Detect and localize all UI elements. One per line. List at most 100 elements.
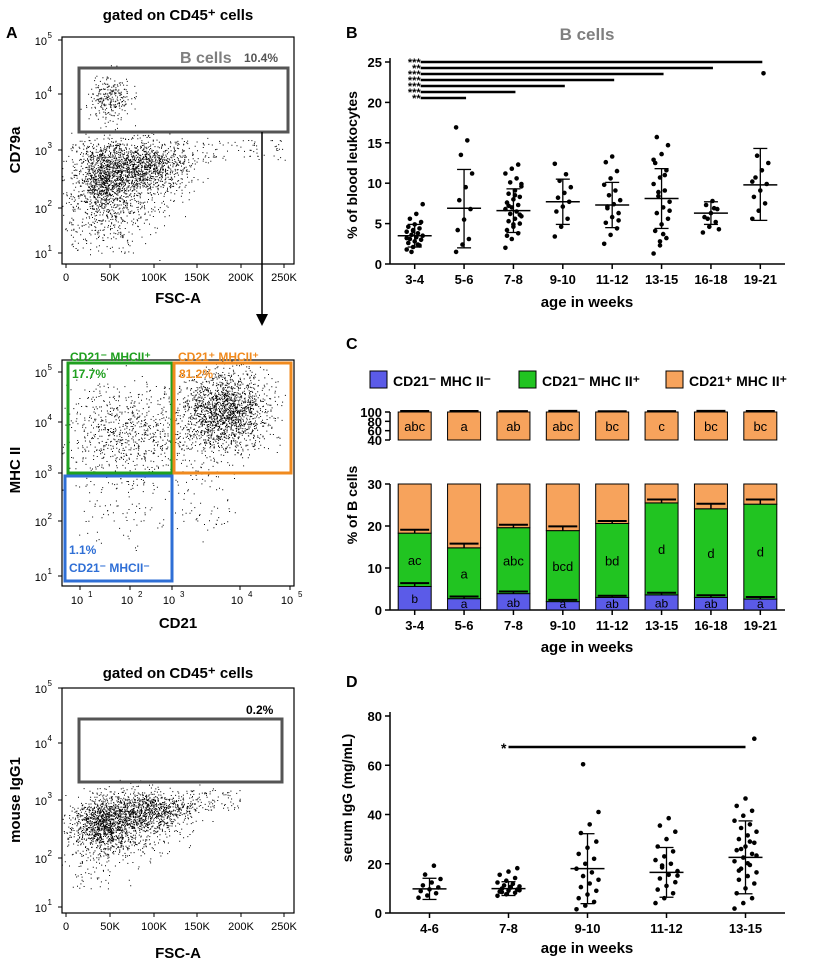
data-point: [613, 188, 618, 193]
data-point: [591, 856, 597, 862]
data-point: [736, 836, 742, 842]
bar-cd21pos-mhcpos-upper: [496, 411, 531, 441]
events-low: [72, 841, 111, 890]
y-tick-label: 15: [368, 136, 382, 151]
data-point: [603, 159, 609, 165]
cd21pos-mhcpos-gate[interactable]: [172, 361, 293, 475]
chart-d-ylabel: serum IgG (mg/mL): [339, 734, 355, 862]
data-point: [409, 232, 414, 238]
q-blue-label: CD21⁻ MHCII⁻: [69, 561, 150, 575]
y-tick-label: 80: [368, 414, 382, 429]
x-tick-label: 16-18: [694, 618, 727, 633]
b-cell-gate[interactable]: [77, 66, 290, 134]
data-point: [468, 206, 473, 212]
y-tick-label: 10: [35, 146, 47, 158]
data-point: [754, 153, 760, 158]
data-point: [554, 209, 559, 214]
panel-letter-c: C: [346, 336, 358, 353]
data-point: [512, 890, 518, 896]
data-point: [745, 833, 750, 838]
data-point: [587, 881, 592, 886]
data-point: [580, 873, 586, 879]
data-point: [749, 851, 755, 857]
data-point: [594, 839, 599, 844]
cd21neg-mhcpos-gate[interactable]: [66, 361, 174, 475]
data-point: [753, 175, 758, 180]
igg1-gate[interactable]: [77, 717, 284, 784]
bar-cd21pos-mhcpos-lower: [397, 483, 432, 534]
data-point: [745, 861, 750, 866]
data-point: [734, 891, 739, 896]
legend-label-orange: CD21⁺ MHC II⁺: [689, 373, 787, 389]
y-tick-label: 10: [35, 796, 47, 808]
events-cluster-b: [63, 779, 219, 847]
significance-label: ***: [408, 57, 422, 69]
data-point: [455, 227, 461, 233]
flow-mid-ylabel: MHC II: [7, 447, 24, 494]
x-tick-label: 4-6: [420, 921, 439, 936]
data-point: [747, 822, 753, 827]
data-point: [667, 208, 672, 213]
data-point: [504, 233, 510, 238]
flow-top-events: [62, 65, 286, 261]
data-point: [457, 197, 462, 203]
data-point: [766, 160, 771, 166]
y-tick-label: 0: [375, 257, 382, 272]
data-point: [563, 172, 569, 177]
data-point: [552, 234, 558, 239]
flow-top-ylabel: CD79a: [7, 126, 24, 173]
x-tick-label: 0: [63, 272, 69, 284]
data-point: [654, 134, 660, 140]
data-point: [515, 162, 521, 167]
cd21neg-mhcneg-gate[interactable]: [63, 474, 174, 583]
data-point: [741, 900, 746, 906]
y-tick-label: 10: [368, 561, 382, 576]
b-cell-gate-label: B cells: [180, 50, 232, 67]
igg1-gate-pct: 0.2%: [246, 703, 274, 717]
bar-cd21pos-mhcpos-upper: [644, 411, 679, 441]
letter-green: abc: [503, 554, 524, 569]
data-point: [651, 251, 656, 256]
data-point: [601, 182, 607, 188]
chart-b-title: B cells: [560, 25, 615, 44]
data-point: [601, 241, 607, 247]
data-point: [499, 889, 505, 895]
x-tick-label: 3-4: [405, 272, 425, 287]
data-point: [506, 203, 511, 209]
data-point: [752, 840, 757, 846]
x-tick-label: 50K: [100, 921, 120, 933]
q-blue-pct: 1.1%: [69, 543, 97, 557]
flow-bot-title: gated on CD45⁺ cells: [103, 665, 253, 682]
data-point: [736, 868, 742, 873]
data-point: [453, 125, 459, 130]
data-point: [666, 872, 671, 878]
significance-label: ***: [408, 69, 422, 81]
x-tick-exponent: 5: [298, 590, 303, 599]
y-tick-label: 10: [35, 36, 47, 48]
y-tick-label: 25: [368, 55, 382, 70]
data-point: [608, 232, 613, 238]
y-tick-label: 10: [35, 418, 47, 430]
data-point: [458, 152, 464, 158]
gating-arrow-head: [256, 314, 268, 326]
bar-cd21neg-mhcpos: [743, 503, 778, 600]
x-tick-label: 9-10: [550, 272, 576, 287]
data-point: [596, 877, 601, 883]
letter-green: d: [707, 546, 714, 561]
data-point: [406, 240, 411, 246]
data-point: [517, 884, 522, 889]
x-tick-label: 10: [231, 595, 243, 607]
letter-green: bcd: [552, 559, 573, 574]
data-point: [515, 202, 521, 208]
letter-orange: abc: [404, 419, 425, 434]
data-point: [738, 825, 744, 831]
data-point: [651, 157, 656, 163]
bar-cd21pos-mhcpos-lower: [447, 483, 482, 549]
data-point: [596, 809, 601, 815]
flow-mid-xlabel: CD21: [159, 615, 197, 632]
data-point: [665, 216, 671, 222]
data-point: [657, 876, 663, 881]
y-tick-exponent: 1: [48, 898, 53, 907]
x-tick-exponent: 3: [180, 590, 185, 599]
data-point: [664, 235, 669, 241]
